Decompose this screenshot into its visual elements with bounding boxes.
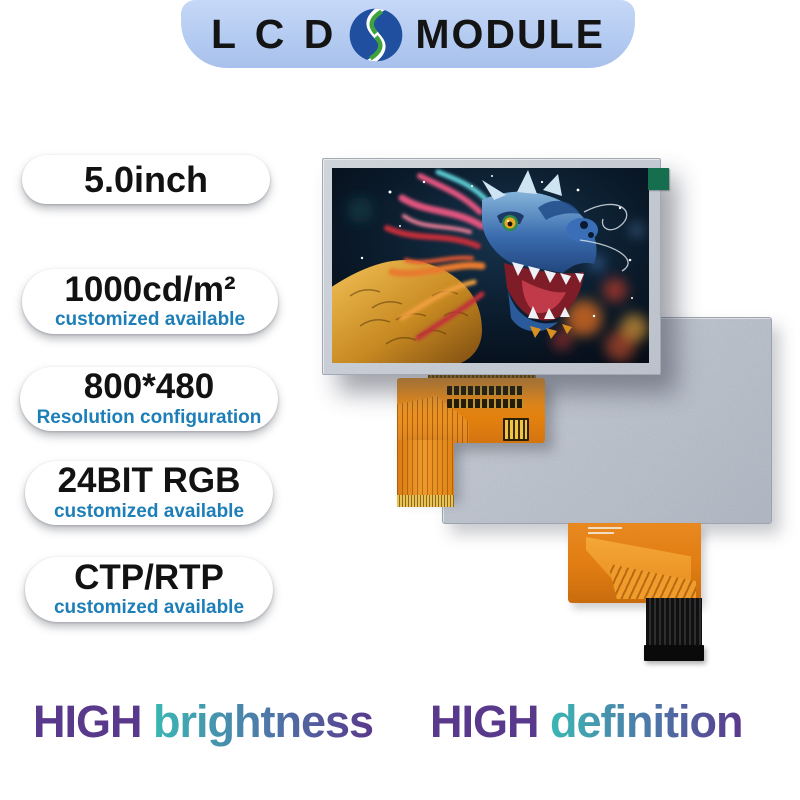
flex-part-mark — [588, 532, 614, 534]
headline-word-definition: definition — [550, 696, 743, 747]
flex-part-mark — [588, 527, 622, 529]
spec-resolution-value: 800*480 — [83, 367, 215, 407]
flex-gold-component — [503, 418, 529, 441]
headline-high-brightness: HIGH brightness — [33, 696, 374, 748]
spec-badge-touch: CTP/RTP customized available — [25, 557, 273, 622]
dragon-demo-image — [332, 168, 649, 363]
headline-word-high: HIGH — [430, 696, 539, 747]
spec-resolution-note: Resolution configuration — [36, 406, 262, 428]
spec-interface-note: customized available — [53, 500, 245, 522]
back-flex-cable — [568, 523, 701, 603]
spec-luminance-note: customized available — [54, 309, 246, 331]
headline-word-high: HIGH — [33, 696, 142, 747]
front-flex-cable — [397, 378, 545, 443]
pcb-green-tab — [648, 168, 669, 190]
lcd-active-area — [332, 168, 649, 363]
spec-interface-value: 24BIT RGB — [57, 461, 241, 501]
headline-high-definition: HIGH definition — [430, 696, 743, 748]
spec-badge-size: 5.0inch — [22, 155, 270, 204]
back-ribbon-cable — [646, 598, 702, 650]
brand-text-module: MODULE — [415, 10, 605, 57]
spec-luminance-value: 1000cd/m² — [64, 269, 236, 309]
brand-banner: L C D MODULE — [181, 0, 635, 68]
spec-size-value: 5.0inch — [83, 158, 209, 200]
headline-word-brightness: brightness — [153, 696, 374, 747]
spec-touch-note: customized available — [53, 597, 245, 619]
lcd-front-panel-photo — [322, 158, 669, 375]
flex-chip-row — [447, 399, 523, 408]
brand-s-swoosh-logo-icon — [350, 8, 403, 62]
flex-chip-row — [447, 386, 523, 395]
front-flex-tail — [397, 440, 454, 497]
spec-badge-resolution: 800*480 Resolution configuration — [20, 367, 278, 431]
spec-badge-luminance: 1000cd/m² customized available — [22, 269, 278, 334]
spec-badge-interface: 24BIT RGB customized available — [25, 461, 273, 525]
brand-text-lcd: L C D — [211, 10, 338, 57]
back-connector-bar — [644, 645, 704, 661]
flex-gold-fingers — [397, 495, 454, 507]
spec-touch-value: CTP/RTP — [74, 557, 224, 597]
flex-traces — [397, 440, 454, 497]
